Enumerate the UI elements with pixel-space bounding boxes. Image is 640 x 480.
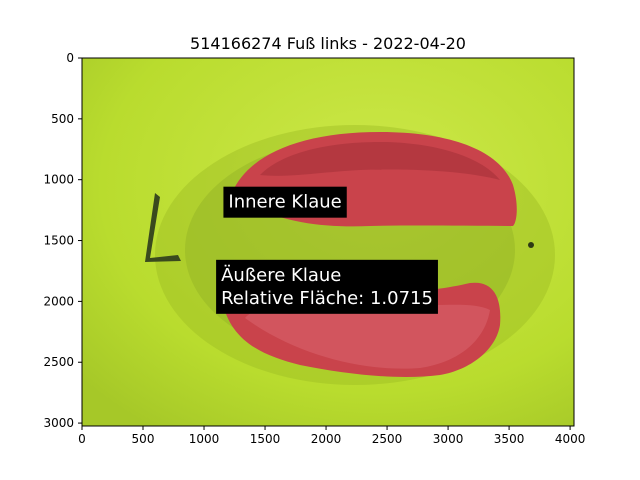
- y-tick-label: 2000: [43, 294, 74, 308]
- marker-L: [145, 193, 181, 262]
- annotation-box: [216, 259, 438, 314]
- x-tick-label: 4000: [555, 432, 586, 446]
- x-tick-label: 3500: [494, 432, 525, 446]
- y-tick-label: 1500: [43, 234, 74, 248]
- y-tick-label: 500: [51, 112, 74, 126]
- x-axis: 0 500 1000 1500 2000 2500 3000 3500 4000: [78, 426, 585, 446]
- inner-claw-shade: [260, 142, 500, 180]
- x-tick-label: 1500: [250, 432, 281, 446]
- x-tick-label: 500: [132, 432, 155, 446]
- outer-claw-rim: [245, 302, 490, 369]
- x-tick-label: 3000: [433, 432, 464, 446]
- annotation-text: Innere Klaue: [228, 192, 341, 213]
- hoof-photo: [82, 58, 574, 426]
- y-tick-label: 2500: [43, 355, 74, 369]
- chart-title: 514166274 Fuß links - 2022-04-20: [190, 34, 466, 53]
- axes-frame: [81, 57, 575, 427]
- x-tick-label: 2000: [311, 432, 342, 446]
- annotation-text: Relative Fläche: 1.0715: [221, 288, 433, 309]
- speck: [528, 242, 534, 248]
- annotation-box: [223, 186, 347, 218]
- y-tick-label: 3000: [43, 416, 74, 430]
- annotation-text: Äußere Klaue: [221, 265, 341, 286]
- y-axis: 0 500 1000 1500 2000 2500 3000: [43, 51, 82, 430]
- x-tick-label: 2500: [372, 432, 403, 446]
- x-tick-label: 1000: [189, 432, 220, 446]
- y-tick-label: 0: [66, 51, 74, 65]
- annotation-inner: Innere Klaue: [223, 186, 347, 218]
- y-tick-label: 1000: [43, 173, 74, 187]
- x-tick-label: 0: [78, 432, 86, 446]
